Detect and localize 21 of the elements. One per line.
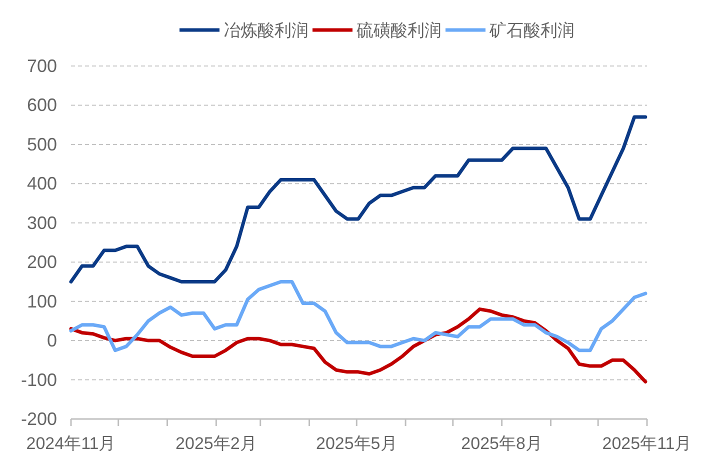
y-tick-label: -100 [20, 370, 57, 390]
x-tick-label: 2025年8月 [461, 434, 542, 453]
line-series [69, 115, 648, 284]
y-tick-label: 300 [26, 212, 57, 233]
y-tick-label: -200 [20, 409, 57, 429]
y-tick-label: 600 [26, 95, 57, 116]
y-tick-label: 0 [46, 330, 57, 351]
legend-label: 冶炼酸利润 [224, 21, 308, 40]
y-tick-label: 700 [26, 56, 57, 76]
line-series [69, 307, 648, 384]
x-tick-label: 2025年11月 [602, 434, 692, 453]
y-tick-label: 400 [26, 174, 57, 194]
x-tick-label: 2024年11月 [26, 434, 116, 453]
y-tick-label: 100 [26, 291, 57, 312]
y-tick-label: 500 [26, 134, 57, 154]
line-series [69, 280, 648, 352]
x-tick-label: 2025年5月 [316, 434, 398, 453]
y-tick-label: 200 [26, 252, 57, 272]
x-tick-label: 2025年2月 [176, 434, 257, 453]
legend-label: 硫磺酸利润 [356, 21, 442, 40]
legend-label: 矿石酸利润 [488, 21, 574, 40]
